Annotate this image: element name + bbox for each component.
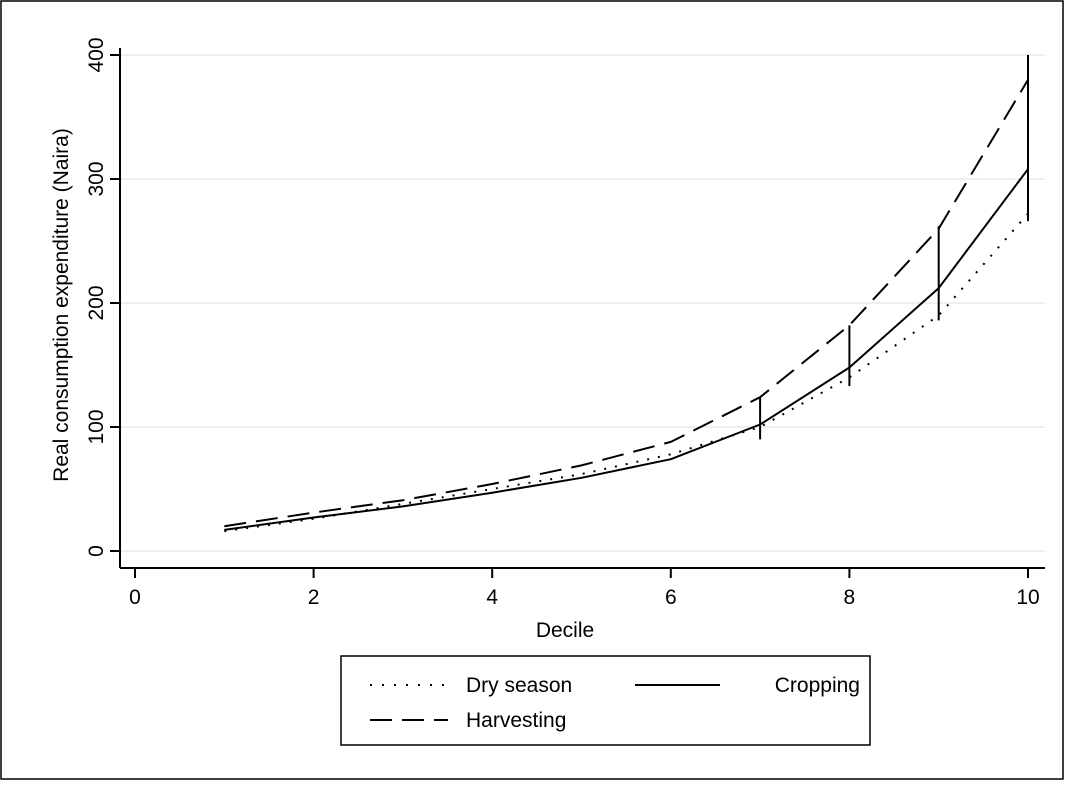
x-tick-label-0: 0	[129, 586, 141, 609]
legend-label-cropping: Cropping	[775, 674, 860, 697]
legend-box	[340, 655, 871, 746]
series-line-cropping	[224, 168, 1029, 531]
series-lines	[224, 79, 1029, 533]
axes: 0 100 200 300 400 0 2 4 6 8 10	[85, 37, 1045, 609]
y-tick-label-300: 300	[85, 161, 108, 196]
gridlines	[120, 54, 1045, 552]
x-tick-label-10: 10	[1016, 586, 1039, 609]
y-tick-label-400: 400	[85, 37, 108, 72]
y-tick-label-0: 0	[85, 545, 108, 557]
y-tick-label-100: 100	[85, 409, 108, 444]
x-tick-label-4: 4	[486, 586, 498, 609]
legend-label-dry-season: Dry season	[466, 674, 572, 697]
error-bars	[759, 55, 1029, 440]
x-tick-label-8: 8	[844, 586, 856, 609]
legend-label-harvesting: Harvesting	[466, 709, 566, 732]
x-axis-title: Decile	[536, 619, 594, 642]
y-axis-title: Real consumption expenditure (Naira)	[50, 128, 73, 482]
series-line-harvesting	[224, 79, 1029, 528]
legend: Dry season Cropping Harvesting	[340, 655, 871, 746]
series-line-dry-season	[224, 213, 1029, 533]
y-tick-label-200: 200	[85, 285, 108, 320]
x-tick-label-2: 2	[308, 586, 320, 609]
x-tick-label-6: 6	[665, 586, 677, 609]
